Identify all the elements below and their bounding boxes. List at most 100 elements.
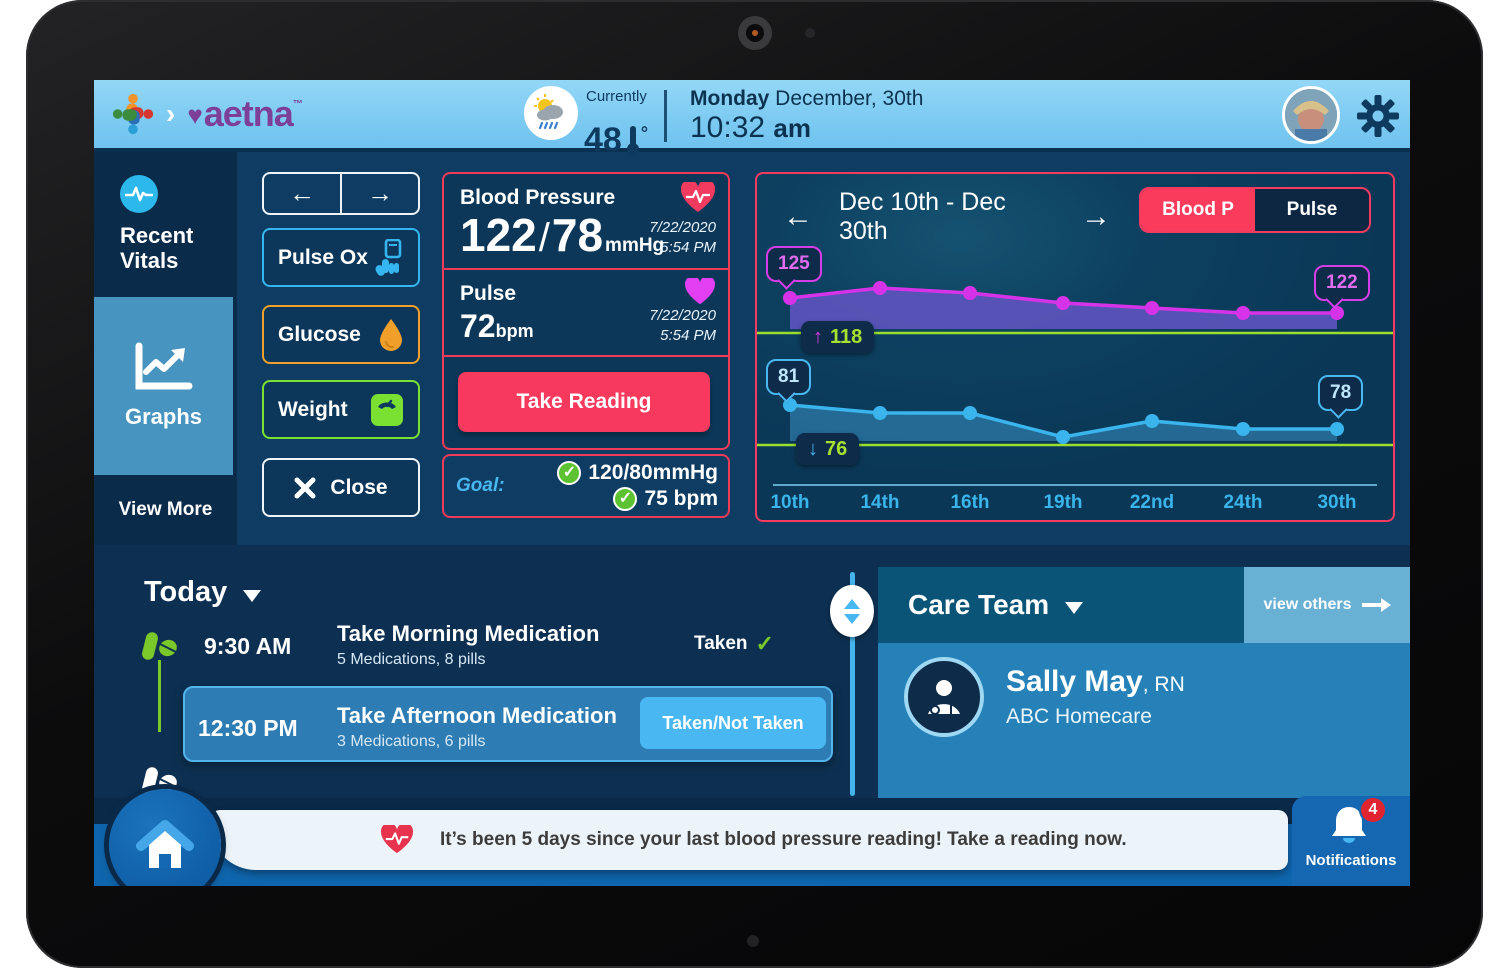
row1-subtitle: 5 Medications, 8 pills [337,651,486,668]
svg-text:10th: 10th [770,492,809,513]
date-label: December, 30th [769,87,924,110]
glucose-drop-icon [380,318,402,351]
chart-area: 10th 14th 16th 19th 22nd 24th 30th 125 122 81 … [757,245,1393,521]
alert-text: It’s been 5 days since your last blood p… [440,829,1127,850]
row2-time: 12:30 PM [198,715,298,741]
care-team-dropdown[interactable]: Care Team [908,589,1084,621]
vitals-pulse-icon [120,175,158,213]
graphs-label: Graphs [124,404,203,430]
app-logo-icon [112,93,154,135]
svg-text:14th: 14th [860,492,899,513]
glucose-button[interactable]: Glucose [262,305,420,364]
weather-icon [524,86,578,140]
home-button[interactable] [109,789,221,886]
tab-pulse[interactable]: Pulse [1255,189,1369,231]
goal-box: Goal: ✓ 120/80mmHg ✓ 75 bpm [442,454,730,518]
aetna-logo: ♥ aetna ™ [187,93,302,134]
pulse-heart-icon [685,278,715,305]
bp-title: Blood Pressure [460,186,616,209]
settings-gear-icon[interactable] [1356,94,1400,138]
goal-bp-check-icon: ✓ [557,460,582,485]
degree-symbol: ° [640,122,649,143]
row1-status: Taken [694,633,748,654]
pulse-unit: bpm [495,321,534,341]
scroll-down-icon [844,613,860,624]
row1-time: 9:30 AM [204,633,292,659]
chevron-down-icon [243,589,262,602]
weight-scale-icon [371,393,403,426]
pulse-section: Pulse 72 bpm 7/22/2020 5:54 PM [444,272,728,357]
chart-prev-range-button[interactable]: ← [783,200,813,233]
vitals-pager: ← → [262,172,420,215]
today-scrollbar-handle[interactable] [830,585,874,637]
svg-text:19th: 19th [1043,492,1082,513]
row2-title: Take Afternoon Medication [337,703,617,728]
notification-badge: 4 [1359,796,1387,824]
svg-text:16th: 16th [950,492,989,513]
sidebar-item-view-more[interactable]: View More [94,475,237,545]
today-label: Today [144,576,228,608]
pulse-ox-label: Pulse Ox [278,245,368,269]
callout-diastolic-end: 78 [1318,375,1364,411]
sidebar-item-graphs[interactable]: Graphs [94,297,233,475]
today-scrollbar-track[interactable] [850,572,855,796]
view-others-label: view others [1263,596,1352,613]
care-member-name: Sally May, RN [1006,665,1185,698]
app-header: › ♥ aetna ™ [94,80,1410,157]
alert-heart-icon [380,825,414,854]
take-reading-button[interactable]: Take Reading [458,372,710,432]
pulse-title: Pulse [460,282,517,305]
bp-separator: / [538,216,550,260]
callout-systolic-end: 122 [1314,265,1370,301]
care-member-org: ABC Homecare [1006,705,1152,728]
goal-pulse-value: 75 bpm [644,487,718,510]
callout-diastolic-start: 81 [766,359,812,395]
view-more-label: View More [118,499,213,520]
home-icon [136,820,194,868]
scroll-up-icon [844,598,860,609]
temperature-value: 48 [584,121,622,159]
pills-icon-pending [142,767,177,795]
weight-button[interactable]: Weight [262,380,420,439]
alert-banner[interactable]: It’s been 5 days since your last blood p… [210,810,1288,870]
header-divider [664,90,667,142]
care-team-label: Care Team [908,589,1050,620]
pulse-ox-button[interactable]: Pulse Ox [262,228,420,287]
chart-date-range: Dec 10th - Dec 30th [839,188,1006,245]
svg-text:30th: 30th [1317,492,1356,513]
chart-tabs: Blood P Pulse [1139,187,1371,233]
today-dropdown[interactable]: Today [144,576,262,609]
sidebar-item-recent-vitals[interactable]: Recent Vitals [94,155,237,297]
bp-diastolic-value: 78 [551,209,604,261]
close-vitals-button[interactable]: Close [262,458,420,517]
user-avatar[interactable] [1282,86,1340,144]
notifications-panel[interactable]: 4 Notifications [1292,796,1410,886]
bp-heart-pulse-icon [680,182,716,212]
bp-date: 7/22/2020 [649,219,716,236]
goal-line-badge-diastolic: ↓ 76 [796,433,860,465]
pulse-time: 5:54 PM [660,327,716,345]
chart-next-range-button[interactable]: → [1081,200,1111,233]
view-others-button[interactable]: view others [1244,567,1410,643]
vitals-chart-panel: ← Dec 10th - Dec 30th → Blood P Pulse 10… [755,172,1395,522]
notifications-label: Notifications [1305,852,1397,869]
goal-bp-value: 120/80mmHg [588,460,718,484]
tab-blood-pressure[interactable]: Blood P [1141,189,1255,231]
light-sensor [805,28,815,38]
pills-icon-taken [142,632,177,660]
taken-not-taken-button[interactable]: Taken/Not Taken [640,697,826,749]
glucose-label: Glucose [278,322,361,346]
chevron-right-icon: › [166,98,176,129]
close-label: Close [330,475,388,499]
meridiem-label: am [773,113,811,143]
close-x-icon [294,477,316,498]
pulse-date: 7/22/2020 [649,307,716,324]
app-screen: › ♥ aetna ™ [94,80,1410,886]
vitals-prev-button[interactable]: ← [289,178,315,208]
bp-systolic-value: 122 [460,209,537,261]
aetna-heart-icon: ♥ [187,100,202,130]
timeline-segment-done [158,660,161,732]
bottom-bar: It’s been 5 days since your last blood p… [94,798,1410,886]
goal-line-badge-systolic: ↑ 118 [801,321,875,353]
vitals-next-button[interactable]: → [340,174,418,213]
